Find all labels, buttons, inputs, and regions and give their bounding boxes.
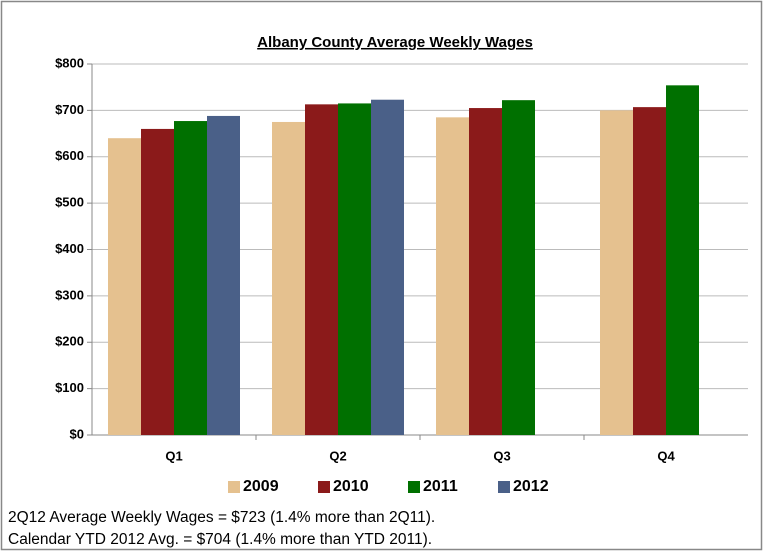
legend-label: 2009 (243, 478, 279, 495)
bar (371, 99, 404, 436)
legend-swatch (408, 481, 420, 493)
bar (174, 121, 207, 435)
x-tick-label: Q1 (165, 448, 182, 463)
legend-label: 2012 (513, 478, 549, 495)
annotation: Calendar YTD 2012 Avg. = $704 (1.4% more… (8, 531, 432, 548)
y-tick-label: $100 (55, 380, 84, 395)
x-tick-label: Q3 (493, 448, 510, 463)
bar (600, 110, 633, 435)
y-tick-label: $800 (55, 55, 84, 70)
y-tick-label: $0 (70, 426, 84, 441)
y-tick-label: $200 (55, 334, 84, 349)
legend-swatch (228, 481, 240, 493)
chart-title: Albany County Average Weekly Wages (257, 34, 533, 51)
x-tick-label: Q4 (657, 448, 675, 463)
annotation: 2Q12 Average Weekly Wages = $723 (1.4% m… (8, 509, 435, 526)
bar (633, 107, 666, 435)
bar (272, 121, 305, 435)
legend-swatch (318, 481, 330, 493)
y-tick-label: $600 (55, 148, 84, 163)
bar (141, 128, 174, 436)
legend-label: 2011 (423, 478, 458, 495)
bar (666, 85, 699, 436)
bar (502, 100, 535, 436)
bar (436, 117, 469, 436)
legend-label: 2010 (333, 478, 369, 495)
y-tick-label: $400 (55, 241, 84, 256)
bar (338, 103, 371, 435)
y-tick-label: $300 (55, 287, 84, 302)
legend-swatch (498, 481, 510, 493)
bar (469, 108, 502, 436)
x-tick-label: Q2 (329, 448, 346, 463)
y-tick-label: $500 (55, 195, 84, 210)
bar (305, 104, 338, 435)
y-tick-label: $700 (55, 102, 84, 117)
bar (108, 138, 141, 435)
bar (207, 115, 240, 435)
